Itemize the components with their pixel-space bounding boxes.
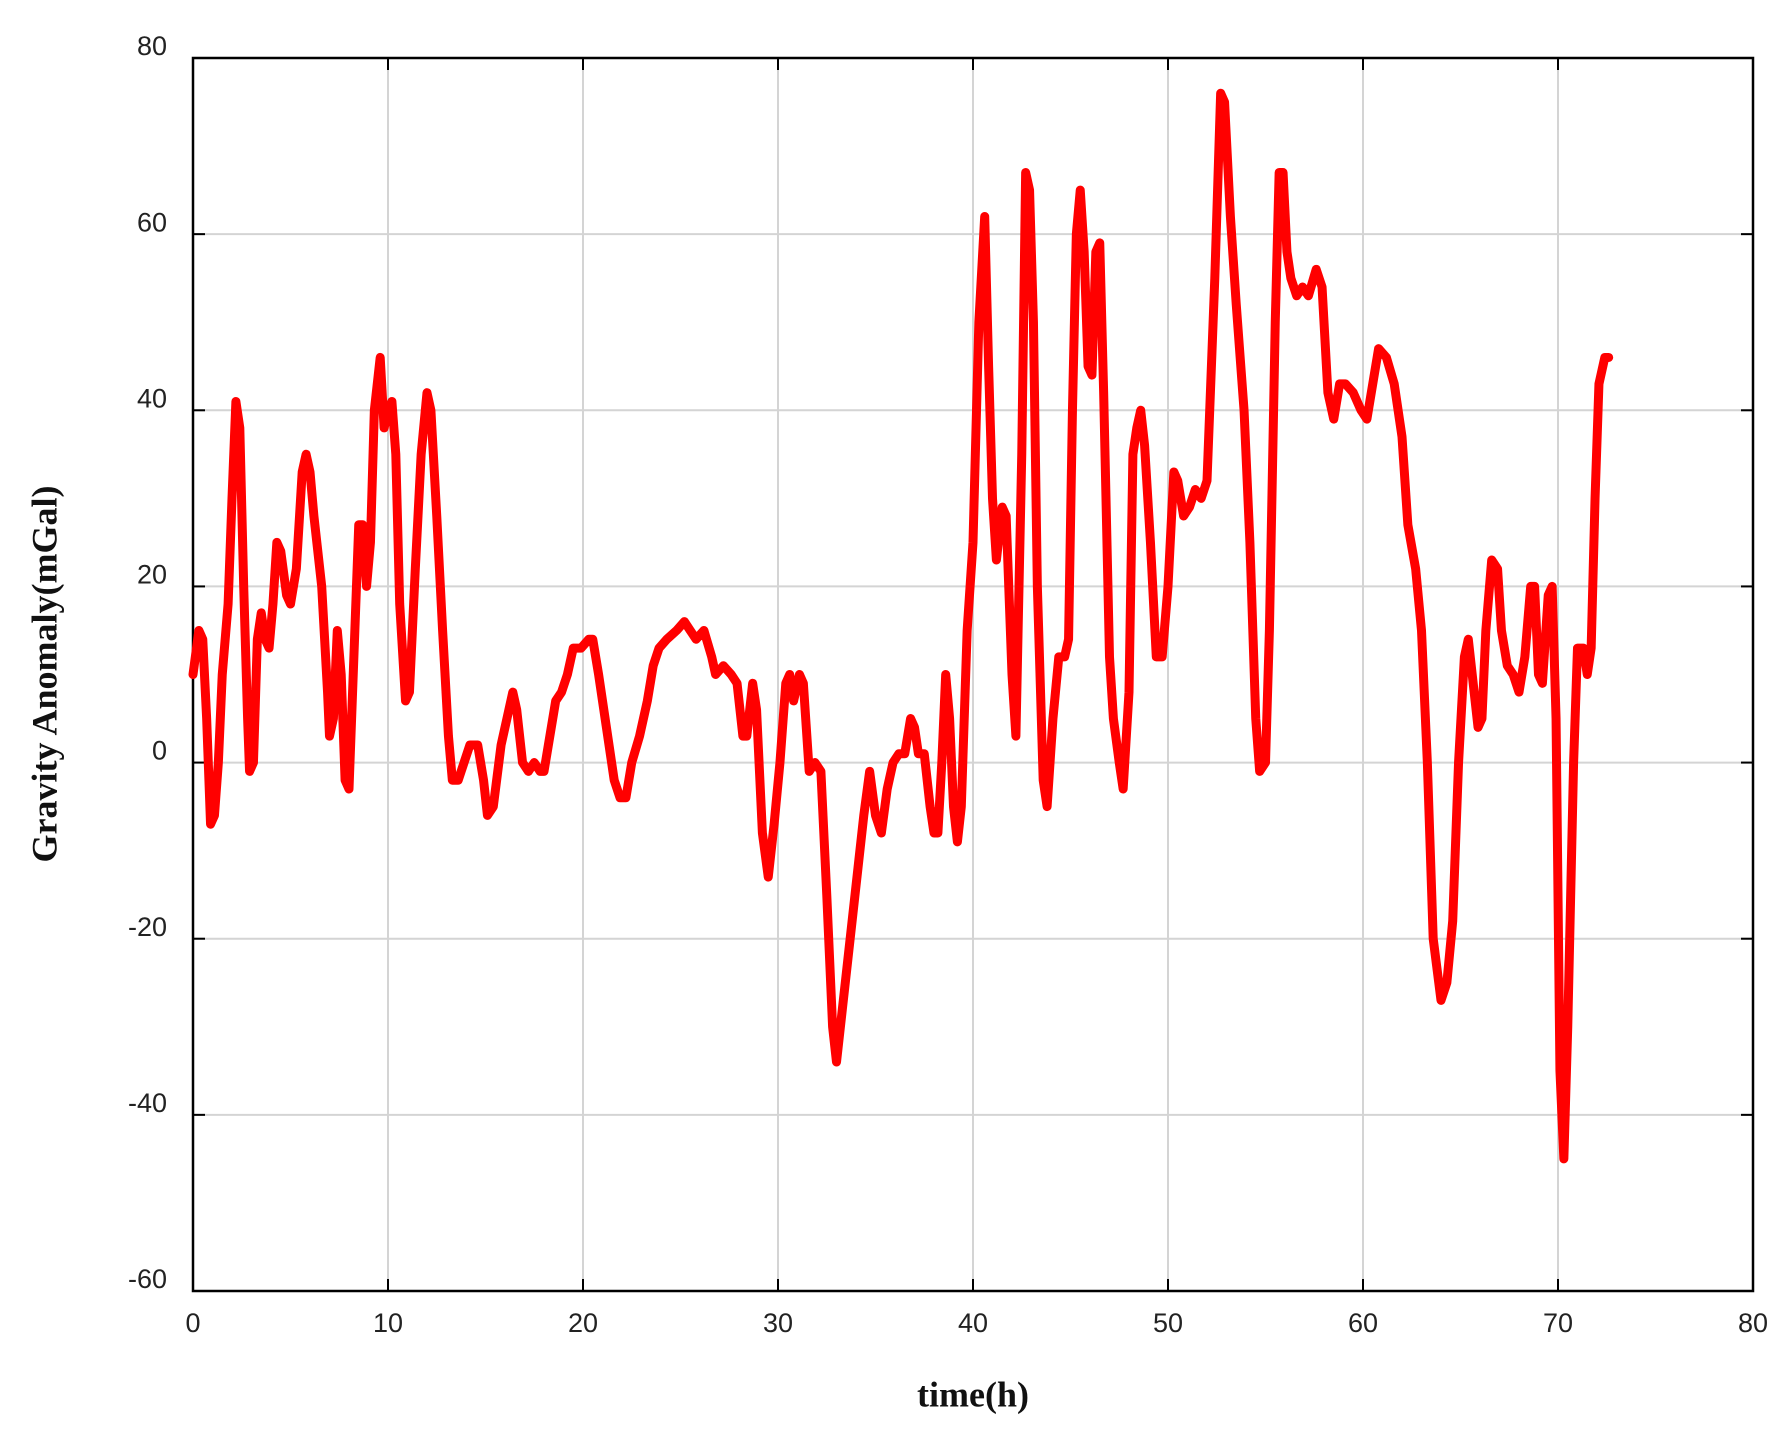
x-tick-label: 30: [763, 1308, 793, 1338]
x-tick-label: 50: [1153, 1308, 1183, 1338]
x-tick-label: 70: [1543, 1308, 1573, 1338]
x-tick-label: 0: [185, 1308, 200, 1338]
x-axis-title: time(h): [917, 1374, 1029, 1414]
x-tick-label: 80: [1738, 1308, 1768, 1338]
x-tick-label: 20: [568, 1308, 598, 1338]
y-tick-label: 20: [137, 560, 167, 590]
y-tick-label: 0: [152, 736, 167, 766]
x-tick-label: 40: [958, 1308, 988, 1338]
y-tick-label: -40: [128, 1088, 167, 1118]
y-tick-label: -60: [128, 1264, 167, 1294]
y-tick-label: 40: [137, 383, 167, 413]
y-axis-title: Gravity Anomaly(mGal): [24, 486, 64, 863]
data-line: [188, 88, 1614, 1164]
x-tick-label: 60: [1348, 1308, 1378, 1338]
y-tick-label: 80: [137, 31, 167, 61]
y-tick-label: 60: [137, 207, 167, 237]
y-tick-label: -20: [128, 912, 167, 942]
x-tick-label: 10: [373, 1308, 403, 1338]
